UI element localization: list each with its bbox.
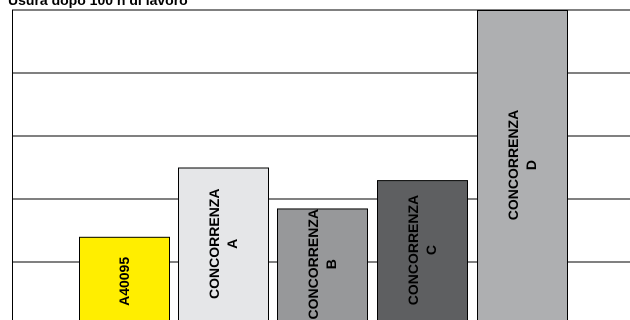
bar-label-4: CONCORRENZA C: [405, 195, 439, 305]
bar-label-2: CONCORRENZA A: [206, 189, 240, 299]
bar-label-line1: CONCORRENZA: [305, 209, 321, 319]
bar-label-line2: A: [224, 239, 240, 249]
bar-2: [178, 167, 269, 320]
chart-title: Usura dopo 100 h di lavoro: [8, 0, 188, 8]
bar-label-line1: CONCORRENZA: [405, 195, 421, 305]
bar-label-3: CONCORRENZA B: [305, 209, 339, 319]
bar-4: [377, 180, 468, 320]
bar-label-5: CONCORRENZA D: [505, 110, 539, 220]
bar-1: [79, 236, 170, 320]
bar-5: [477, 10, 568, 320]
bar-label-line2: C: [423, 245, 439, 255]
bar-label-line2: B: [323, 259, 339, 269]
bar-label-line1: CONCORRENZA: [505, 110, 521, 220]
bar-label-line2: D: [523, 160, 539, 170]
bar-label-line1: CONCORRENZA: [206, 189, 222, 299]
bar-label-line1: A40095: [116, 257, 132, 306]
bar-label-1: A40095: [116, 257, 132, 306]
bar-3: [277, 208, 368, 320]
